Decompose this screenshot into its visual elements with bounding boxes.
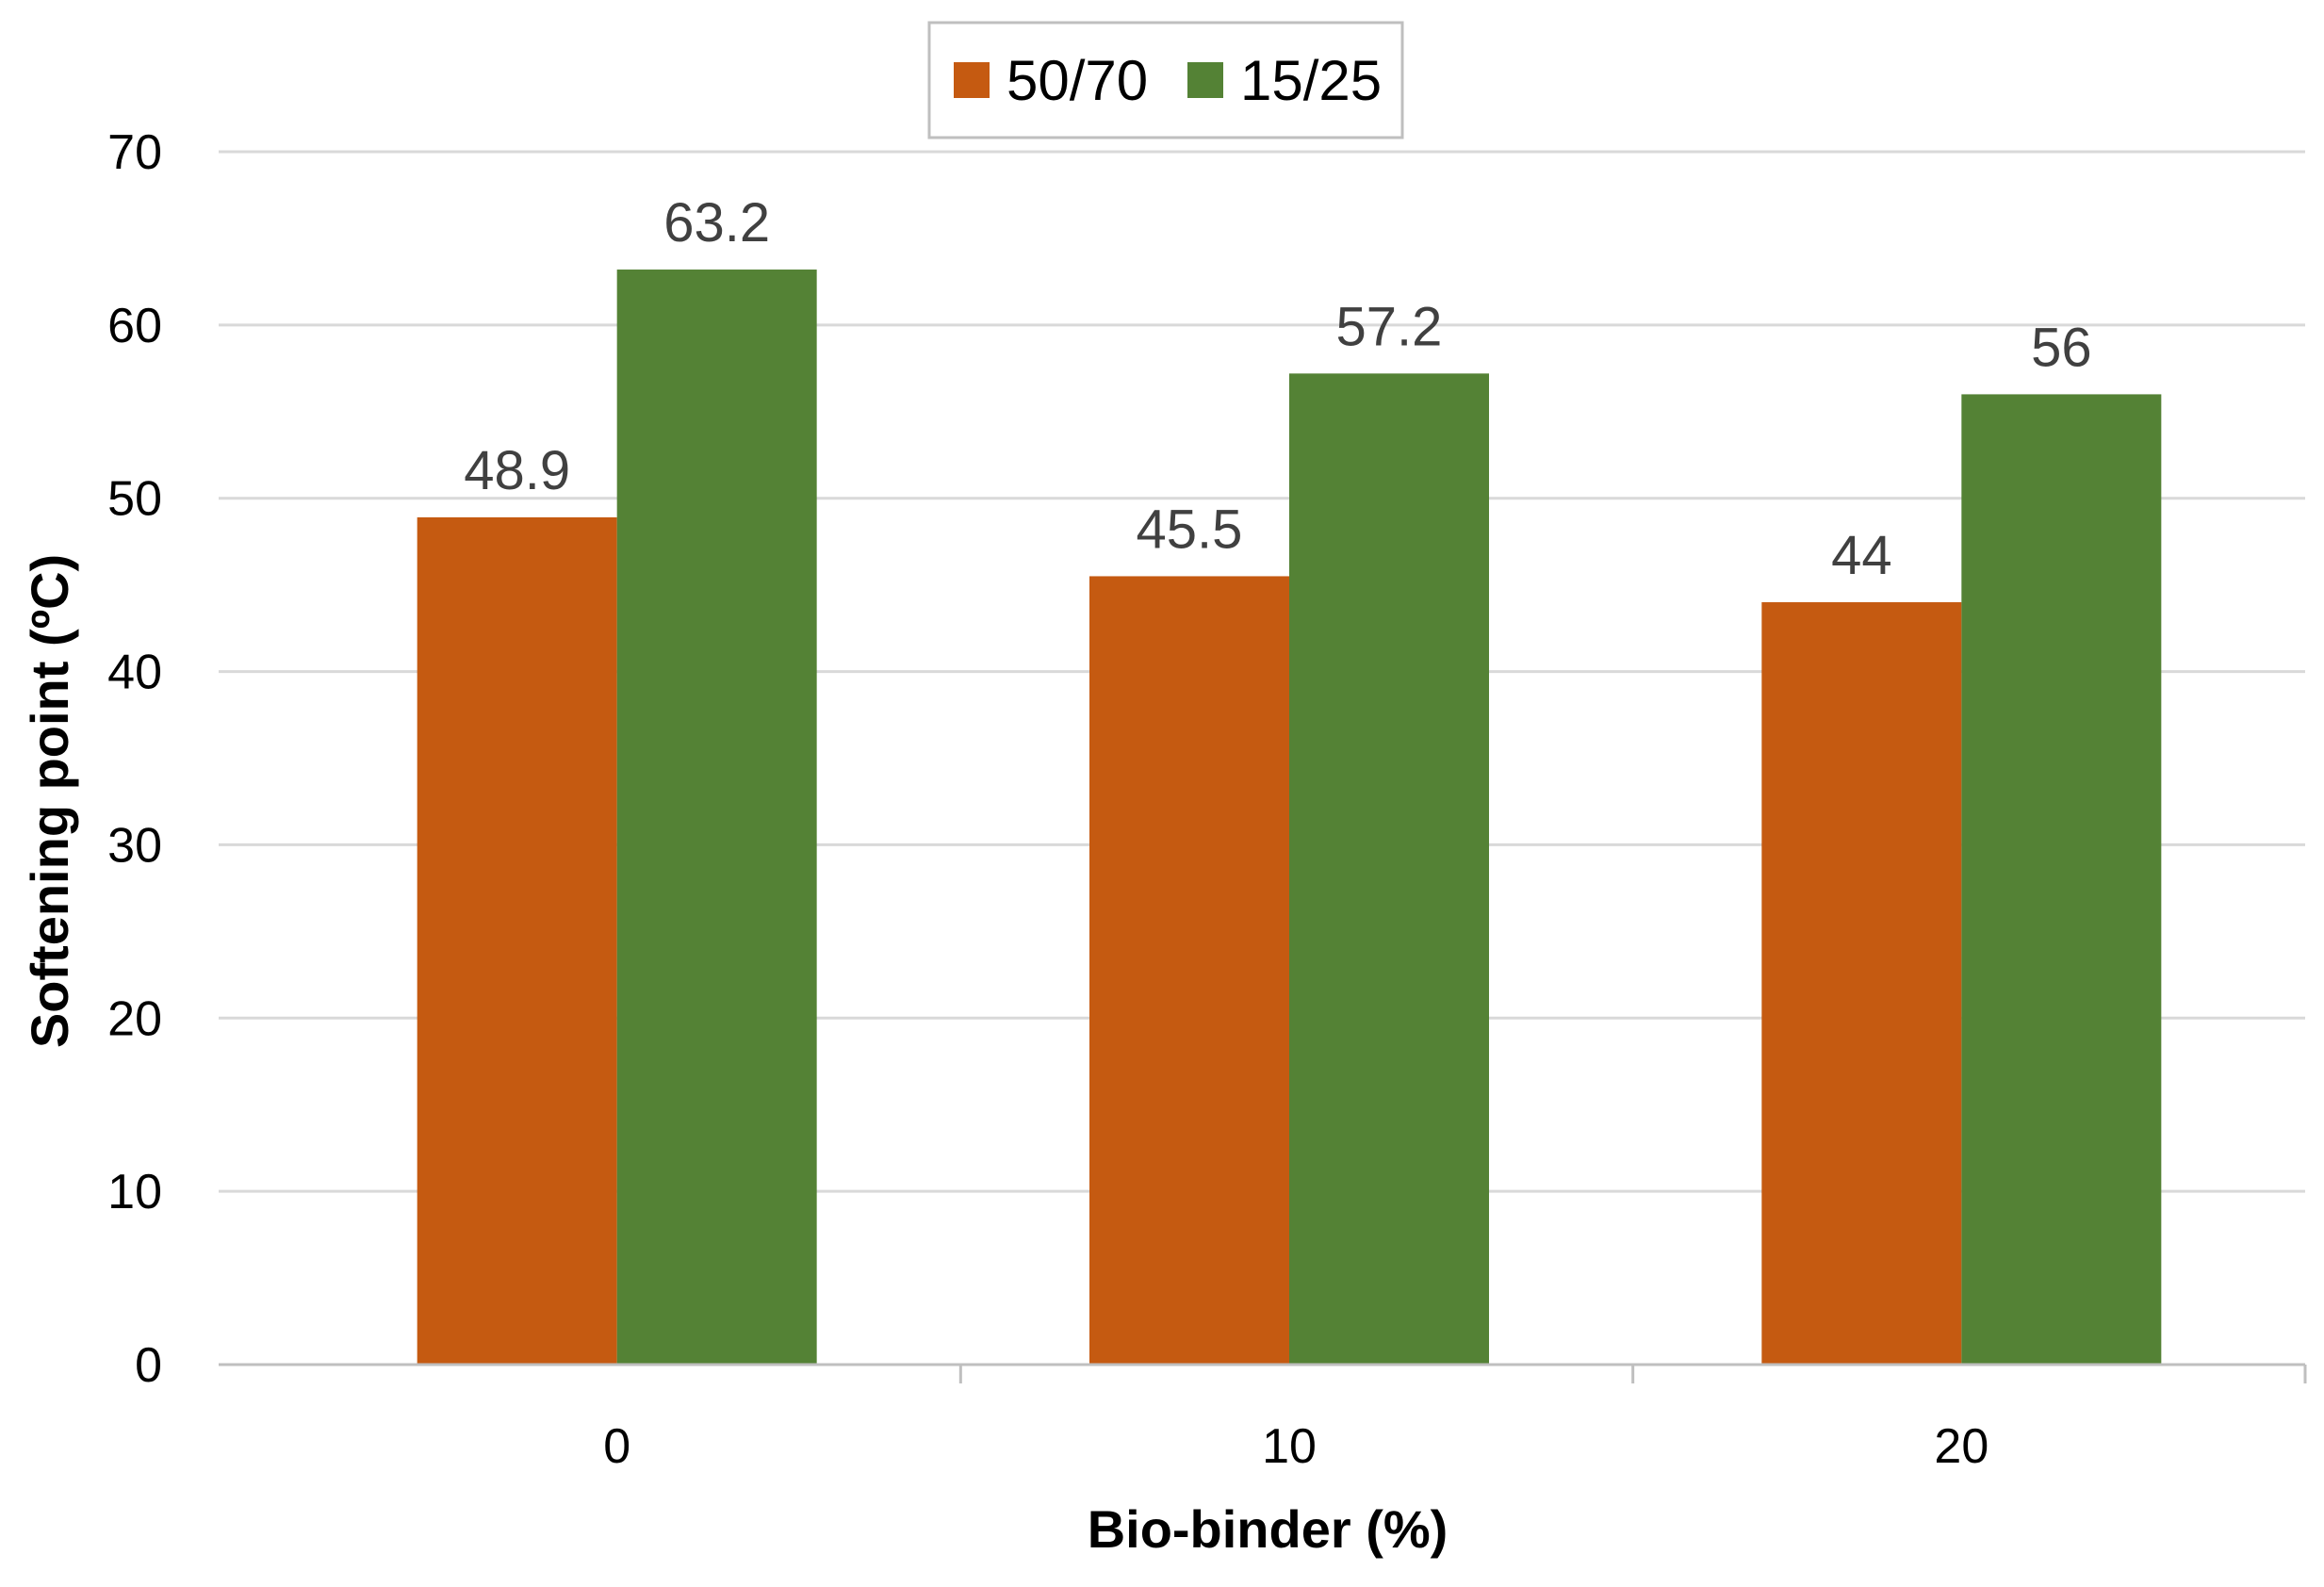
y-axis-title: Softening point (ºC) <box>20 554 79 1048</box>
data-label: 63.2 <box>663 192 770 254</box>
legend-label: 50/70 <box>1007 49 1148 112</box>
legend-label: 15/25 <box>1240 49 1382 112</box>
data-label: 56 <box>2031 317 2092 378</box>
bar-15-25-10 <box>1289 373 1489 1365</box>
y-tick-label: 10 <box>107 1165 162 1219</box>
bar-15-25-0 <box>616 270 817 1366</box>
x-axis <box>219 1363 2307 1383</box>
legend-swatch <box>1187 62 1223 98</box>
x-tick-label: 10 <box>1262 1419 1317 1474</box>
data-label: 45.5 <box>1137 499 1243 560</box>
data-label: 48.9 <box>464 440 570 501</box>
bar-15-25-20 <box>1961 394 2162 1365</box>
y-tick-label: 70 <box>107 125 162 180</box>
y-axis-tick-labels: 0 10 20 30 40 50 60 70 <box>107 125 162 1393</box>
bar-50-70-10 <box>1089 576 1289 1365</box>
legend-swatch <box>954 62 990 98</box>
y-tick-label: 20 <box>107 991 162 1046</box>
bar-50-70-20 <box>1761 602 1962 1365</box>
y-tick-label: 40 <box>107 646 162 700</box>
data-labels: 48.9 63.2 45.5 57.2 44 56 <box>464 192 2091 586</box>
data-label: 44 <box>1831 525 1892 586</box>
y-tick-label: 50 <box>107 472 162 527</box>
x-tick-label: 20 <box>1934 1419 1988 1474</box>
data-label: 57.2 <box>1336 296 1443 357</box>
y-tick-label: 30 <box>107 818 162 873</box>
bars <box>417 270 2162 1366</box>
y-tick-label: 0 <box>135 1338 162 1393</box>
legend-box <box>927 21 1404 139</box>
x-axis-tick-labels: 0 10 20 <box>603 1419 1988 1474</box>
legend: 50/70 15/25 <box>927 21 1404 139</box>
bar-50-70-0 <box>417 516 617 1365</box>
y-tick-label: 60 <box>107 299 162 353</box>
x-tick-label: 0 <box>603 1419 630 1474</box>
x-axis-title: Bio-binder (%) <box>1088 1499 1448 1559</box>
